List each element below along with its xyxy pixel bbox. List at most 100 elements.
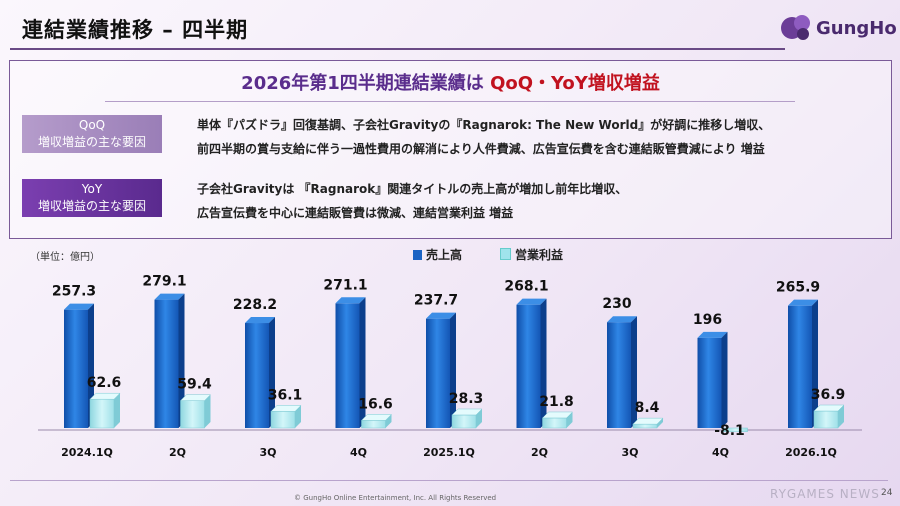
headline-main: 2026年第1四半期連結業績は: [241, 73, 491, 94]
x-tick-label: 2Q: [531, 446, 548, 459]
op-value-label: 16.6: [358, 396, 393, 412]
sales-bar-top: [607, 316, 637, 323]
watermark: RYGAMES NEWS: [770, 487, 880, 501]
legend-sales: 売上高: [413, 246, 462, 263]
op-bar: [632, 423, 658, 429]
legend-op-label: 営業利益: [515, 248, 564, 262]
footer-divider: [10, 480, 888, 481]
op-bar-side: [476, 408, 482, 428]
sales-bar-side: [631, 316, 637, 428]
sales-bar: [245, 323, 269, 428]
op-bar: [451, 414, 477, 429]
op-value-label: 59.4: [177, 377, 212, 393]
qoq-badge: QoQ 増収増益の主な要因: [22, 115, 162, 153]
sales-bar-side: [540, 298, 547, 428]
sales-bar-side: [269, 317, 275, 428]
op-bar: [361, 420, 386, 429]
yoy-description: 子会社Gravityは 『Ragnarok』関連タイトルの売上高が増加し前年比増…: [197, 177, 627, 225]
sales-bar-top: [245, 317, 275, 324]
x-tick-label: 2025.1Q: [423, 446, 475, 459]
gungho-logo-icon: [781, 15, 810, 40]
sales-bar-top: [154, 293, 185, 300]
headline-divider: [105, 101, 795, 102]
legend-op: 営業利益: [500, 246, 563, 263]
x-tick-label: 2024.1Q: [61, 446, 113, 459]
sales-bar: [64, 309, 88, 428]
sales-bar-side: [450, 312, 456, 428]
op-bar: [89, 398, 115, 429]
title-divider: [10, 48, 785, 50]
sales-value-label: 265.9: [776, 280, 820, 296]
x-tick-label: 4Q: [350, 446, 367, 459]
yoy-line-2: 広告宣伝費を中心に連結販管費は微減、連結営業利益 増益: [197, 206, 514, 220]
page-title: 連結業績推移 – 四半期: [22, 18, 249, 42]
headline-accent: QoQ・YoY増収増益: [490, 73, 660, 94]
logo-text: GungHo: [816, 18, 897, 39]
legend-sales-swatch: [413, 250, 422, 260]
sales-bar: [697, 337, 722, 428]
summary-headline: 2026年第1四半期連結業績は QoQ・YoY増収増益: [10, 69, 891, 95]
op-bar-side: [385, 414, 392, 428]
sales-bar-side: [359, 297, 366, 428]
sales-bar-side: [721, 331, 728, 428]
sales-bar: [335, 303, 360, 428]
sales-bar: [426, 318, 450, 428]
qoq-line-1: 単体『パズドラ』回復基調、子会社Gravityの『Ragnarok: The N…: [197, 118, 771, 132]
x-tick-label: 2026.1Q: [785, 446, 837, 459]
sales-bar-top: [426, 312, 456, 319]
sales-value-label: 279.1: [142, 274, 186, 290]
op-value-label: -8.1: [714, 423, 745, 439]
op-bar-side: [204, 394, 211, 428]
sales-value-label: 268.1: [504, 279, 548, 295]
yoy-badge: YoY 増収増益の主な要因: [22, 179, 162, 217]
sales-value-label: 237.7: [414, 293, 458, 309]
sales-bar-top: [516, 298, 547, 305]
op-value-label: 28.3: [449, 391, 484, 407]
sales-bar-top: [697, 331, 728, 338]
op-bar: [542, 417, 567, 429]
sales-bar: [154, 299, 179, 428]
yoy-line-1: 子会社Gravityは 『Ragnarok』関連タイトルの売上高が増加し前年比増…: [197, 182, 628, 196]
op-bar-side: [566, 411, 573, 428]
op-bar: [180, 400, 205, 429]
op-value-label: 62.6: [87, 375, 122, 391]
x-tick-label: 4Q: [712, 446, 729, 459]
op-bar: [723, 427, 748, 432]
op-value-label: 36.1: [268, 387, 303, 403]
yoy-badge-subtitle: 増収増益の主な要因: [37, 199, 146, 213]
qoq-description: 単体『パズドラ』回復基調、子会社Gravityの『Ragnarok: The N…: [197, 113, 770, 161]
op-bar: [813, 410, 839, 429]
op-bar-side: [295, 405, 301, 428]
op-value-label: 21.8: [539, 394, 574, 410]
legend-op-swatch: [500, 248, 511, 260]
sales-bar-top: [64, 303, 94, 310]
op-bar-side: [838, 405, 844, 428]
sales-value-label: 271.1: [323, 277, 367, 293]
sales-bar: [788, 305, 812, 428]
qoq-line-2: 前四半期の賞与支給に伴う一過性費用の解消により人件費減、広告宣伝費を含む連結販管…: [197, 142, 765, 156]
op-bar: [270, 411, 296, 429]
op-value-label: 8.4: [635, 400, 660, 416]
sales-value-label: 257.3: [52, 284, 96, 300]
sales-bar: [516, 304, 541, 428]
chart-unit-label: （単位：億円）: [30, 252, 100, 263]
legend-sales-label: 売上高: [426, 248, 463, 262]
op-bar-side: [114, 393, 120, 428]
x-tick-label: 3Q: [259, 446, 276, 459]
op-value-label: 36.9: [811, 387, 846, 403]
sales-bar: [607, 322, 631, 428]
sales-value-label: 228.2: [233, 297, 277, 313]
yoy-badge-title: YoY: [81, 182, 103, 196]
qoq-badge-subtitle: 増収増益の主な要因: [37, 135, 146, 149]
summary-panel: 2026年第1四半期連結業績は QoQ・YoY増収増益 QoQ 増収増益の主な要…: [9, 60, 892, 239]
gungho-logo: GungHo: [778, 10, 897, 46]
copyright: © GungHo Online Entertainment, Inc. All …: [294, 494, 497, 502]
sales-bar-side: [812, 299, 818, 428]
page-number: 24: [881, 488, 893, 498]
sales-bar-top: [335, 297, 366, 304]
op-bar-side: [657, 418, 663, 428]
qoq-badge-title: QoQ: [78, 118, 106, 132]
sales-bar-top: [788, 299, 818, 306]
sales-bar-side: [178, 293, 185, 428]
